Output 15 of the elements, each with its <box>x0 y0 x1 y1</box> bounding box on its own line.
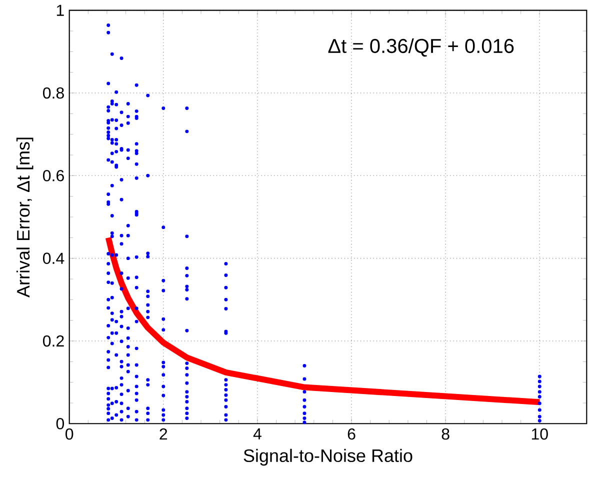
x-tick-label: 2 <box>160 428 168 440</box>
x-tick-label: 4 <box>253 428 262 440</box>
y-tick-label: 1 <box>56 4 64 16</box>
y-tick-label: 0.2 <box>43 335 64 347</box>
y-tick-label: 0.8 <box>43 87 64 99</box>
y-axis-title: Arrival Error, Δt [ms] <box>16 138 34 298</box>
x-tick-label: 6 <box>348 428 356 440</box>
annotation: Δt = 0.36/QF + 0.016 <box>328 38 514 57</box>
x-tick-label: 8 <box>442 428 450 440</box>
y-tick-label: 0.6 <box>43 170 64 182</box>
x-tick-label: 0 <box>66 428 74 440</box>
x-axis-title: Signal-to-Noise Ratio <box>244 448 412 466</box>
y-tick-label: 0.4 <box>43 252 64 264</box>
x-tick-label: 10 <box>532 428 548 440</box>
y-tick-label: 0 <box>56 418 64 430</box>
